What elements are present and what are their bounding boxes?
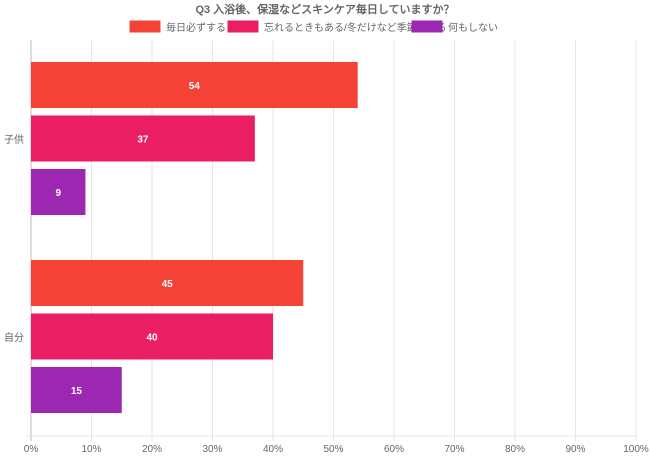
- bar: [31, 313, 273, 360]
- x-tick-label: 30%: [202, 444, 222, 455]
- x-tick-label: 0%: [24, 444, 39, 455]
- bar: [31, 169, 86, 215]
- x-tick-label: 90%: [565, 444, 585, 455]
- y-category-label: 子供: [4, 133, 24, 146]
- data-label: 45: [162, 279, 174, 290]
- data-label: 37: [137, 135, 149, 146]
- data-label: 9: [55, 188, 61, 199]
- bars: 54 37 9 45 40 15: [31, 62, 358, 413]
- data-label: 40: [146, 333, 158, 344]
- legend: 毎日必ずする 忘れるときもある/冬だけなど季節による 何もしない: [129, 20, 498, 34]
- chart-title: Q3 入浴後、保湿などスキンケア毎日していますか？: [195, 2, 454, 16]
- legend-label: 忘れるときもある/冬だけなど季節による: [264, 21, 446, 34]
- data-label: 15: [71, 386, 83, 397]
- y-category-label: 自分: [4, 331, 24, 344]
- bar: [31, 115, 255, 162]
- legend-label: 何もしない: [448, 21, 498, 34]
- x-tick-label: 50%: [323, 444, 343, 455]
- x-tick-label: 70%: [444, 444, 464, 455]
- bar: [31, 367, 122, 413]
- x-tick-label: 40%: [263, 444, 283, 455]
- legend-swatch: [227, 20, 259, 33]
- legend-swatch: [129, 20, 161, 33]
- bar: [31, 62, 358, 108]
- data-label: 54: [189, 81, 201, 92]
- x-tick-label: 80%: [505, 444, 525, 455]
- x-tick-label: 10%: [81, 444, 101, 455]
- grid: [30, 40, 637, 441]
- x-tick-label: 20%: [142, 444, 162, 455]
- x-tick-label: 100%: [623, 444, 649, 455]
- legend-swatch: [411, 20, 443, 33]
- bar: [31, 260, 304, 306]
- legend-label: 毎日必ずする: [166, 21, 226, 34]
- x-tick-label: 60%: [384, 444, 404, 455]
